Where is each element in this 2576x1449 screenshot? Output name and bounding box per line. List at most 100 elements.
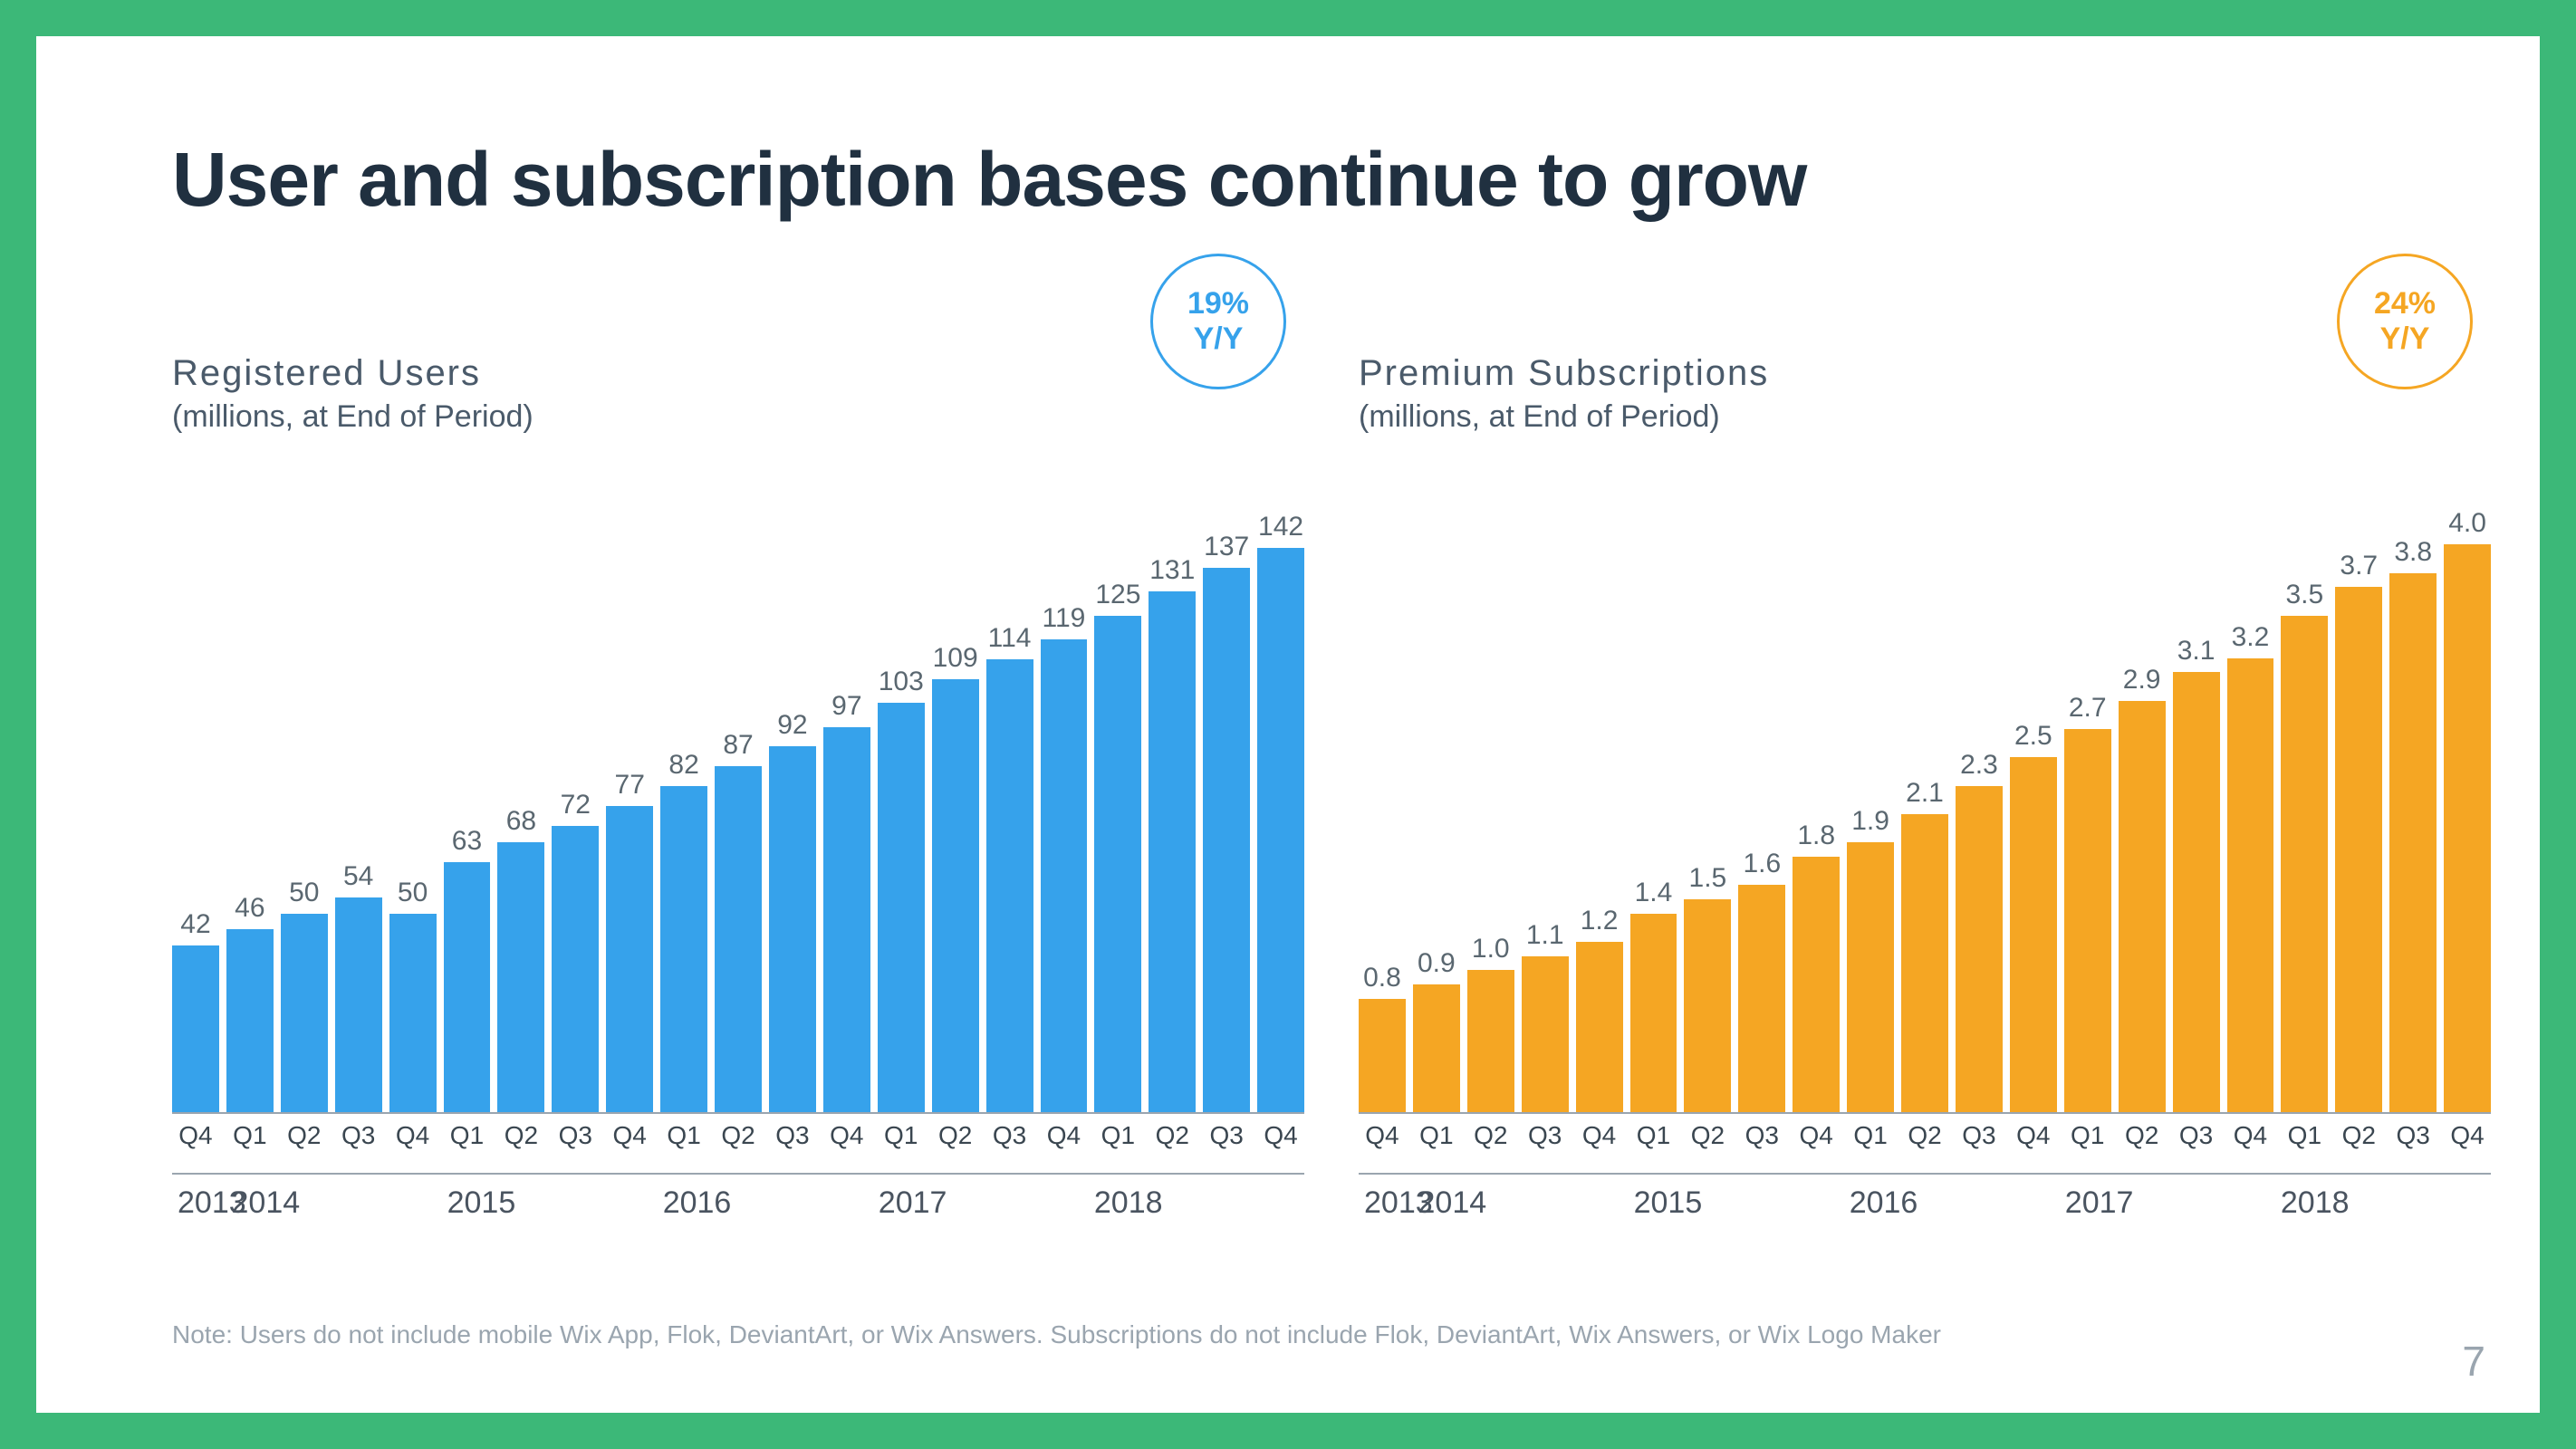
x-quarters-right: Q4Q1Q2Q3Q4Q1Q2Q3Q4Q1Q2Q3Q4Q1Q2Q3Q4Q1Q2Q3… xyxy=(1359,1121,2491,1150)
bar-slot: 1.6 xyxy=(1738,516,1785,1112)
slide: User and subscription bases continue to … xyxy=(36,36,2540,1413)
yoy-bottom: Y/Y xyxy=(1194,321,1244,357)
bar xyxy=(1630,914,1677,1112)
bar-value-label: 3.8 xyxy=(2394,537,2432,573)
x-quarter-label: Q1 xyxy=(660,1121,707,1150)
bar-value-label: 3.2 xyxy=(2232,622,2270,658)
bar-value-label: 54 xyxy=(343,861,373,897)
bar xyxy=(823,727,870,1113)
bar-value-label: 1.2 xyxy=(1581,906,1619,942)
bar xyxy=(172,945,219,1112)
yoy-top: 24% xyxy=(2374,286,2436,321)
x-quarter-label: Q2 xyxy=(1149,1121,1196,1150)
bar-slot: 1.8 xyxy=(1793,516,1840,1112)
yoy-badge-right: 24% Y/Y xyxy=(2337,254,2473,389)
x-year-label: 2016 xyxy=(658,1175,873,1221)
bar-slot: 72 xyxy=(552,516,599,1112)
bar-slot: 1.9 xyxy=(1847,516,1894,1112)
x-year-label: 2013 xyxy=(172,1175,226,1221)
bar xyxy=(1413,984,1460,1112)
x-quarter-label: Q2 xyxy=(1901,1121,1948,1150)
x-quarter-label: Q2 xyxy=(497,1121,544,1150)
x-quarter-label: Q2 xyxy=(932,1121,979,1150)
bar-value-label: 142 xyxy=(1258,512,1303,548)
bar-slot: 109 xyxy=(932,516,979,1112)
bar-value-label: 72 xyxy=(561,790,591,826)
bar-slot: 82 xyxy=(660,516,707,1112)
bar-slot: 125 xyxy=(1094,516,1141,1112)
bar xyxy=(1522,956,1569,1112)
bar-slot: 0.9 xyxy=(1413,516,1460,1112)
bar-value-label: 1.0 xyxy=(1472,934,1510,970)
bar xyxy=(2064,729,2111,1112)
x-quarter-label: Q1 xyxy=(878,1121,925,1150)
bar-slot: 77 xyxy=(606,516,653,1112)
bar xyxy=(1094,616,1141,1112)
bar xyxy=(552,826,599,1112)
x-quarter-label: Q3 xyxy=(769,1121,816,1150)
bar-value-label: 3.7 xyxy=(2340,551,2378,587)
x-quarter-label: Q4 xyxy=(1257,1121,1304,1150)
bar-slot: 50 xyxy=(389,516,437,1112)
x-quarter-label: Q3 xyxy=(552,1121,599,1150)
bar-slot: 68 xyxy=(497,516,544,1112)
bar-slot: 97 xyxy=(823,516,870,1112)
bar xyxy=(444,862,491,1112)
bar-slot: 2.9 xyxy=(2119,516,2166,1112)
x-quarter-label: Q1 xyxy=(1413,1121,1460,1150)
bar-slot: 103 xyxy=(878,516,925,1112)
yoy-badge-left: 19% Y/Y xyxy=(1150,254,1286,389)
bar xyxy=(497,842,544,1112)
bar xyxy=(769,746,816,1112)
page-number: 7 xyxy=(2462,1337,2485,1386)
bar xyxy=(1847,842,1894,1112)
bar xyxy=(2010,757,2057,1112)
bar-value-label: 0.8 xyxy=(1363,963,1401,999)
bar xyxy=(660,786,707,1112)
bar-slot: 50 xyxy=(281,516,328,1112)
bar xyxy=(1793,857,1840,1112)
bar-value-label: 2.7 xyxy=(2069,693,2107,729)
yoy-bottom: Y/Y xyxy=(2380,321,2430,357)
x-quarter-label: Q1 xyxy=(2281,1121,2328,1150)
bar-value-label: 125 xyxy=(1095,580,1140,616)
x-years-right: 201320142015201620172018 xyxy=(1359,1173,2491,1221)
x-quarter-label: Q2 xyxy=(715,1121,762,1150)
bar-value-label: 1.5 xyxy=(1689,863,1727,899)
bar xyxy=(1684,899,1731,1112)
bar-slot: 46 xyxy=(226,516,274,1112)
x-quarter-label: Q4 xyxy=(1793,1121,1840,1150)
bar-value-label: 68 xyxy=(506,806,536,842)
x-quarter-label: Q4 xyxy=(606,1121,653,1150)
x-quarter-label: Q1 xyxy=(444,1121,491,1150)
x-quarter-label: Q2 xyxy=(2119,1121,2166,1150)
bar-value-label: 2.3 xyxy=(1960,750,1998,786)
bar-value-label: 137 xyxy=(1204,532,1249,568)
x-quarter-label: Q4 xyxy=(2010,1121,2057,1150)
slide-title: User and subscription bases continue to … xyxy=(172,136,1806,224)
bar-slot: 2.3 xyxy=(1956,516,2003,1112)
bar xyxy=(389,914,437,1112)
bar-value-label: 131 xyxy=(1149,555,1195,591)
chart-premium-subs: 24% Y/Y Premium Subscriptions (millions,… xyxy=(1359,353,2491,1259)
bar xyxy=(1257,548,1304,1112)
bar xyxy=(226,929,274,1112)
bar-value-label: 114 xyxy=(988,623,1032,659)
bar-value-label: 0.9 xyxy=(1418,948,1456,984)
bar-slot: 119 xyxy=(1041,516,1088,1112)
x-quarter-label: Q4 xyxy=(1041,1121,1088,1150)
bar xyxy=(715,766,762,1112)
bar xyxy=(1203,568,1250,1112)
x-year-label: 2014 xyxy=(1413,1175,1629,1221)
bar-value-label: 4.0 xyxy=(2448,508,2486,544)
x-year-label: 2015 xyxy=(1629,1175,1844,1221)
bar-value-label: 50 xyxy=(398,878,428,914)
bar-value-label: 2.9 xyxy=(2123,665,2161,701)
x-quarter-label: Q4 xyxy=(2227,1121,2274,1150)
bar xyxy=(1576,942,1623,1112)
x-quarter-label: Q3 xyxy=(1956,1121,2003,1150)
bar-value-label: 92 xyxy=(777,710,807,746)
bar xyxy=(1359,999,1406,1112)
bar-value-label: 63 xyxy=(452,826,482,862)
bar-value-label: 82 xyxy=(668,750,698,786)
